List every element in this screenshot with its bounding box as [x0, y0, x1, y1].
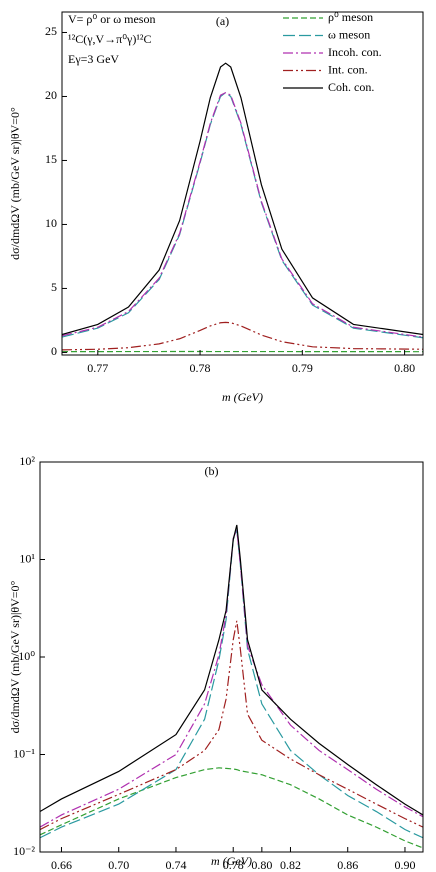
x-tick-label: 0.90 — [394, 858, 415, 872]
annotation: ¹²C(γ,V→π⁰γ)¹²C — [68, 32, 152, 46]
legend-label: ρ⁰ meson — [328, 10, 373, 24]
y-tick-label: 0 — [51, 344, 57, 358]
series-line — [40, 529, 423, 828]
x-tick-label: 0.74 — [165, 858, 186, 872]
legend-label: ω meson — [328, 27, 370, 41]
y-tick-label: 10⁰ — [18, 649, 35, 663]
panel: 0.66 0.70 0.74 0.78 0.80 0.82 0.86 0.90 10⁻² 10⁻¹… — [8, 454, 424, 872]
y-tick-label: 10⁻¹ — [13, 746, 35, 760]
panel: 0.77 0.78 0.79 0.80 0 5 10 15 20 25 (a) m (GeV) dσ/d… — [8, 10, 424, 404]
plot-frame — [61, 11, 424, 356]
x-tick-label: 0.77 — [87, 361, 108, 375]
y-axis-label: dσ/dmdΩV (mb/GeV sr)|θV=0° — [8, 107, 22, 260]
y-axis-label: dσ/dmdΩV (mb/GeV sr)|θV=0° — [8, 580, 22, 733]
panel-label: (a) — [216, 14, 229, 28]
y-tick-label: 10¹ — [19, 551, 35, 565]
series-line — [62, 91, 423, 338]
y-tick-label: 20 — [45, 88, 57, 102]
series-line — [62, 62, 423, 336]
y-tick-label: 25 — [45, 24, 57, 38]
y-tick-label: 10² — [19, 454, 35, 468]
legend-label: Coh. con. — [328, 80, 374, 94]
x-axis-label: m (GeV) — [222, 390, 263, 404]
x-tick-label: 0.70 — [108, 858, 129, 872]
x-tick-label: 0.80 — [394, 361, 415, 375]
series-line — [40, 767, 423, 849]
annotation: Eγ=3 GeV — [68, 52, 119, 66]
x-axis-label: m (GeV) — [211, 854, 252, 868]
annotation: V= ρ⁰ or ω meson — [68, 12, 155, 26]
legend-label: Int. con. — [328, 62, 368, 76]
legend-label: Incoh. con. — [328, 45, 382, 59]
series-line — [62, 91, 423, 339]
series-line — [40, 524, 423, 816]
series-line — [40, 529, 423, 839]
y-tick-label: 5 — [51, 280, 57, 294]
y-tick-label: 10 — [45, 216, 57, 230]
series-line — [62, 321, 423, 351]
x-tick-label: 0.78 — [190, 361, 211, 375]
series-line — [40, 620, 423, 831]
x-tick-label: 0.66 — [51, 858, 72, 872]
y-tick-label: 15 — [45, 152, 57, 166]
x-tick-label: 0.86 — [337, 858, 358, 872]
x-tick-label: 0.82 — [280, 858, 301, 872]
y-tick-label: 10⁻² — [13, 844, 35, 858]
x-tick-label: 0.78 — [223, 858, 244, 872]
x-tick-label: 0.79 — [292, 361, 313, 375]
x-tick-label: 0.80 — [251, 858, 272, 872]
panel-label: (b) — [205, 464, 219, 478]
